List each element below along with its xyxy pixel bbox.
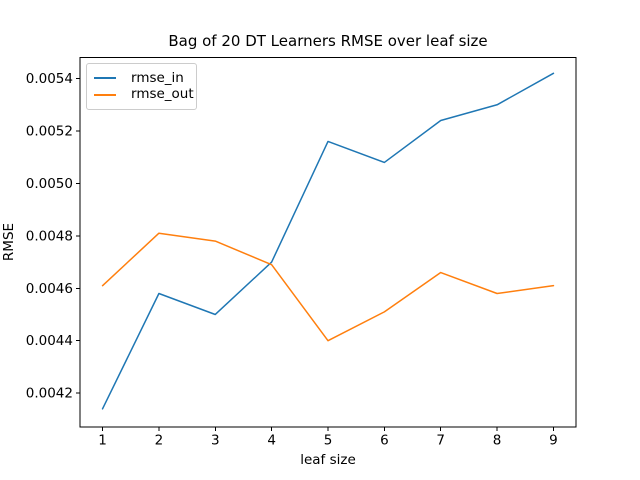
rmse-out-line bbox=[101, 232, 555, 342]
y-tick-label: 0.0054 bbox=[26, 71, 73, 87]
legend-item-rmse-in: rmse_in bbox=[94, 70, 188, 87]
legend-item-rmse-out: rmse_out bbox=[94, 87, 194, 104]
y-tick-label: 0.0044 bbox=[26, 333, 73, 349]
y-tick-label: 0.0052 bbox=[26, 123, 73, 139]
x-tick-label: 8 bbox=[493, 433, 502, 449]
y-axis-label: RMSE bbox=[1, 222, 17, 262]
legend-label-rmse-in: rmse_in bbox=[131, 69, 184, 86]
legend-label-rmse-out: rmse_out bbox=[131, 86, 194, 102]
y-tick-label: 0.0048 bbox=[26, 228, 73, 244]
y-tick-label: 0.0050 bbox=[26, 176, 73, 192]
x-tick-label: 6 bbox=[380, 433, 389, 449]
x-tick-label: 7 bbox=[436, 433, 445, 449]
x-tick-label: 3 bbox=[211, 433, 220, 449]
x-axis-label: leaf size bbox=[300, 452, 356, 468]
x-tick-label: 9 bbox=[549, 433, 558, 449]
x-tick-label: 1 bbox=[98, 433, 107, 449]
y-tick-label: 0.0042 bbox=[26, 386, 73, 402]
rmse-in-line-swatch bbox=[94, 77, 116, 80]
rmse-out-line-swatch bbox=[94, 93, 116, 96]
axes-frame bbox=[79, 57, 577, 428]
rmse-in-line bbox=[101, 72, 555, 410]
x-tick-label: 4 bbox=[267, 433, 276, 449]
x-tick-label: 2 bbox=[155, 433, 164, 449]
x-tick-label: 5 bbox=[324, 433, 333, 449]
legend: rmse_in rmse_out bbox=[86, 63, 197, 110]
y-tick-label: 0.0046 bbox=[26, 281, 73, 297]
chart-title: Bag of 20 DT Learners RMSE over leaf siz… bbox=[168, 32, 488, 50]
